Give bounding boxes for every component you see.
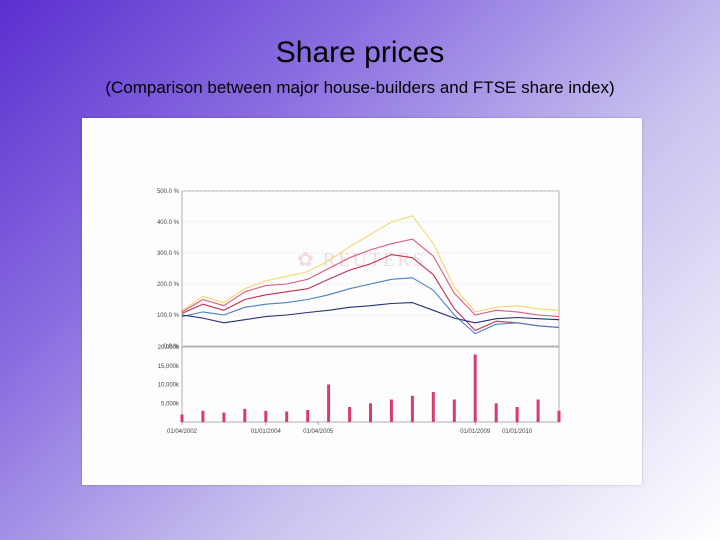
volume-bar [348,407,352,422]
volume-bar [285,411,289,422]
volume-bar [201,410,205,423]
volume-bar [515,407,519,422]
x-tick-label: 01/04/2005 [303,429,334,435]
price-series-line-pink [181,238,560,318]
share-price-chart: ✿ REUTERS 500.0 %400.0 %300.0 %200.0 %10… [157,189,561,435]
price-y-tick-label: 0.0 % [164,344,180,350]
chart-scan: ✿ REUTERS 500.0 % 400.0 % 300.0 % 200.0 % 10… [82,118,642,485]
price-y-tick-label: 200.0 % [157,282,180,288]
volume-bar [327,384,331,422]
volume-bar [306,410,310,422]
price-series-line-blue [181,277,560,335]
volume-y-tick-label: 5,000k [161,401,180,407]
volume-bar [494,403,498,423]
volume-bar [264,410,268,423]
x-tick-label: 01/01/2009 [460,429,491,435]
volume-bar [222,412,226,422]
price-y-tick-label: 100.0 % [157,313,180,319]
volume-bar [431,392,435,422]
volume-bar [536,399,540,422]
volume-bar [243,408,247,422]
price-y-tick-label: 300.0 % [157,251,180,257]
price-series-line-navy [181,302,560,324]
volume-bar [557,410,561,423]
volume-bar [452,399,456,422]
price-series-line-yellow [181,215,560,313]
x-tick-label: 01/01/2004 [251,429,282,435]
price-y-tick-label: 500.0 % [157,189,180,195]
slide-subtitle: (Comparison between major house-builders… [105,78,615,97]
x-tick-label: 01/01/2010 [502,429,533,435]
x-tick-label: 01/04/2002 [167,429,198,435]
volume-y-tick-label: 10,000k [158,383,180,389]
volume-bar [473,354,477,422]
volume-y-tick-label: 15,000k [158,364,180,370]
volume-y-tick-label: 20,000k [158,345,180,351]
volume-bar [369,403,372,423]
volume-bar [410,395,414,423]
volume-bar [389,399,393,422]
volume-bar [180,414,184,422]
price-series-line-red [181,254,560,332]
price-y-tick-label: 400.0 % [157,220,180,226]
slide-title: Share prices [275,36,445,69]
